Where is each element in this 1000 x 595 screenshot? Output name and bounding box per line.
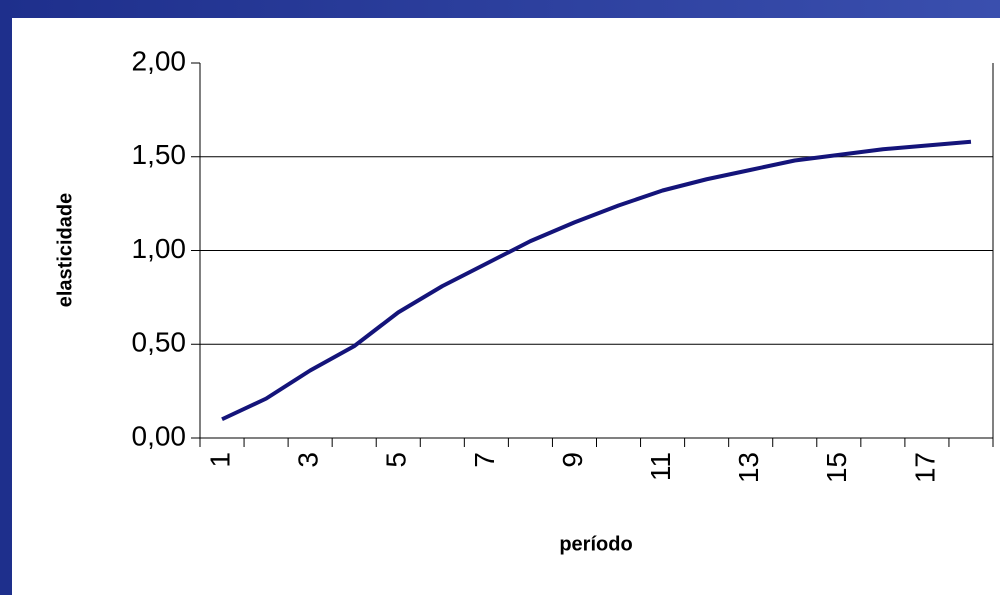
x-tick-label: 3 bbox=[293, 452, 324, 468]
x-tick-label: 9 bbox=[557, 452, 588, 468]
chart-background bbox=[12, 18, 1000, 595]
y-tick-label: 2,00 bbox=[132, 45, 187, 76]
x-tick-label: 5 bbox=[381, 452, 412, 468]
y-tick-label: 0,00 bbox=[132, 420, 187, 451]
y-tick-label: 1,50 bbox=[132, 139, 187, 170]
line-series bbox=[221, 139, 972, 422]
x-tick-label: 17 bbox=[909, 452, 940, 483]
x-tick-label: 7 bbox=[469, 452, 500, 468]
x-tick-label: 13 bbox=[733, 452, 764, 483]
y-tick-label: 1,00 bbox=[132, 233, 187, 264]
x-tick-label: 11 bbox=[645, 452, 676, 481]
x-tick-label: 15 bbox=[821, 452, 852, 483]
x-axis-title: período bbox=[559, 533, 632, 555]
x-tick-label: 1 bbox=[204, 452, 235, 468]
y-axis-title: elasticidade bbox=[54, 193, 76, 308]
y-tick-label: 0,50 bbox=[132, 327, 187, 358]
